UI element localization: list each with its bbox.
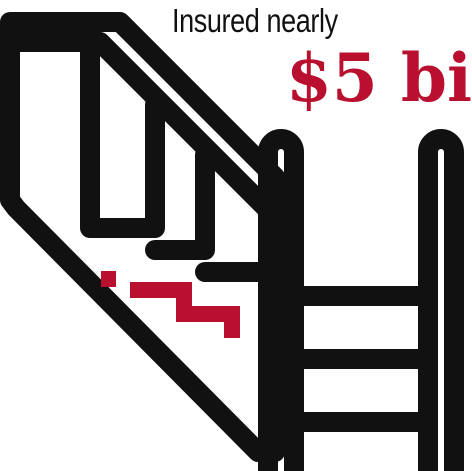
post-front (418, 129, 464, 471)
caption-amount: $5 bil (286, 39, 472, 117)
post-back (258, 129, 304, 471)
accent-stairs (130, 282, 240, 338)
accent-dot (101, 271, 116, 287)
caption-insured-text: Insured nearly (172, 2, 338, 39)
